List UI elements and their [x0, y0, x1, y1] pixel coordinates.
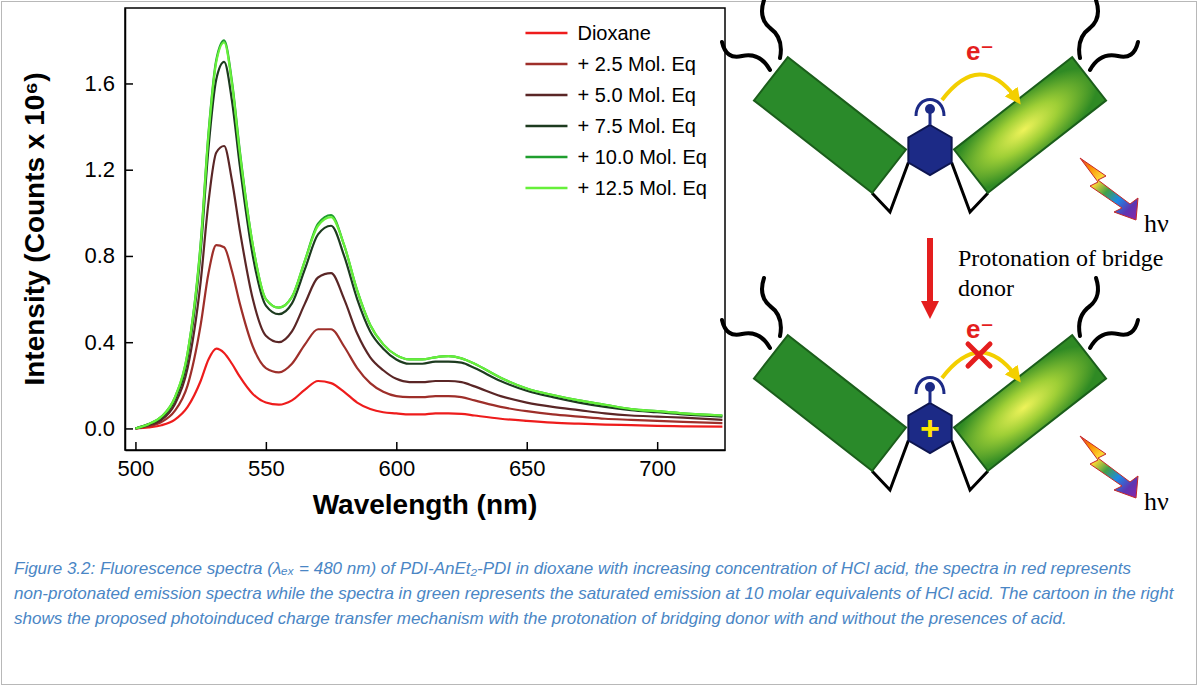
text-line: Figure 3.2: Fluorescence spectra (λₑₓ = … [14, 559, 1131, 578]
legend-label: + 2.5 Mol. Eq [577, 53, 695, 75]
y-axis-line [125, 9, 127, 451]
pdi-unit [754, 57, 906, 193]
legend-label: + 10.0 Mol. Eq [577, 146, 707, 168]
amine-nitrogen [925, 382, 935, 392]
x-tick-label: 550 [248, 456, 285, 481]
x-tick-label: 650 [509, 456, 546, 481]
spectrum-line [135, 42, 722, 428]
y-tick-mark [125, 256, 133, 258]
y-axis: 0.0 0.4 0.8 1.2 1.6 [84, 9, 133, 451]
y-tick-mark [125, 169, 133, 171]
x-tick: 500 [118, 442, 155, 481]
legend-swatch [525, 156, 567, 159]
legend-label: + 7.5 Mol. Eq [577, 115, 695, 137]
x-tick-mark [135, 442, 137, 450]
x-tick: 600 [378, 442, 415, 481]
y-tick-label: 0.0 [84, 416, 115, 441]
pdi-unit-excited [954, 335, 1106, 471]
x-tick-label: 500 [118, 456, 155, 481]
photon [1080, 436, 1138, 498]
y-tick-label: 0.4 [84, 330, 115, 355]
alkyl-chain [722, 278, 781, 348]
alkyl-chain [1079, 0, 1138, 70]
x-tick: 650 [509, 442, 546, 481]
alkyl-chain [1079, 278, 1138, 348]
blocked-cross [968, 344, 990, 366]
x-axis-title: Wavelength (nm) [313, 489, 538, 520]
legend-swatch [525, 187, 567, 190]
legend-item: + 5.0 Mol. Eq [525, 84, 695, 106]
photon-label: hν [1144, 487, 1169, 516]
text-line: Protonation of bridge [958, 245, 1163, 271]
electron-arrow [942, 74, 1016, 100]
legend-label: Dioxane [577, 22, 650, 44]
x-axis-line [126, 450, 726, 452]
electron-label: e⁻ [966, 36, 994, 66]
y-tick-mark [125, 83, 133, 85]
plot-lines [135, 40, 722, 428]
spectrum-line [135, 245, 722, 428]
text-line: shows the proposed photoinduced charge t… [14, 609, 1067, 628]
protonation-arrow [927, 238, 933, 310]
legend-swatch [525, 94, 567, 97]
y-tick-mark [125, 342, 133, 344]
legend-item: + 10.0 Mol. Eq [525, 146, 707, 168]
x-tick-mark [266, 442, 268, 450]
protonated-molecule: + e⁻ hν [722, 278, 1169, 516]
arrow-label: Protonation of bridge donor [958, 245, 1163, 301]
pdi-unit [754, 335, 906, 471]
legend-label: + 5.0 Mol. Eq [577, 84, 695, 106]
neutral-molecule: e⁻ hν [722, 0, 1169, 238]
x-tick-mark [526, 442, 528, 450]
text-line: donor [958, 275, 1014, 301]
legend-item: + 12.5 Mol. Eq [525, 177, 707, 199]
y-tick: 1.6 [84, 71, 133, 96]
figure-frame [2, 2, 1197, 685]
y-tick-label: 1.6 [84, 71, 115, 96]
donor-ring [908, 403, 951, 453]
y-tick-label: 0.8 [84, 243, 115, 268]
legend-swatch [525, 32, 567, 35]
amine-nitrogen [925, 104, 935, 114]
x-tick: 550 [248, 442, 285, 481]
charge-label: + [920, 409, 940, 447]
y-tick-mark [125, 428, 133, 430]
legend: Dioxane + 2.5 Mol. Eq + 5.0 Mol. Eq + 7.5 M… [525, 22, 707, 199]
y-tick: 0.8 [84, 243, 133, 268]
alkyl-chain [722, 0, 781, 70]
pdi-unit-excited [954, 57, 1106, 193]
x-tick-mark [657, 442, 659, 450]
y-tick-label: 1.2 [84, 157, 115, 182]
legend-label: + 12.5 Mol. Eq [577, 177, 707, 199]
y-tick: 0.4 [84, 330, 133, 355]
legend-swatch [525, 125, 567, 128]
ethyl-groups [916, 378, 944, 395]
spectrum-line [135, 62, 722, 429]
figure: 500 550 600 650 700 0.0 0.4 0.8 1.2 1.6 Wavelength… [0, 0, 1198, 686]
spectrum-line [135, 40, 722, 428]
x-tick-mark [396, 442, 398, 450]
ethyl-groups [916, 100, 944, 117]
x-tick-label: 600 [378, 456, 415, 481]
legend-item: Dioxane [525, 22, 650, 44]
legend-item: + 7.5 Mol. Eq [525, 115, 695, 137]
caption: Figure 3.2: Fluorescence spectra (λₑₓ = … [14, 559, 1175, 628]
photon-label: hν [1144, 209, 1169, 238]
spectrum-line [135, 146, 722, 428]
text-line: non-protonated emission spectra while th… [14, 584, 1175, 603]
y-tick: 0.0 [84, 416, 133, 441]
y-tick: 1.2 [84, 157, 133, 182]
electron-label: e⁻ [966, 314, 994, 344]
x-tick-label: 700 [639, 456, 676, 481]
legend-item: + 2.5 Mol. Eq [525, 53, 695, 75]
photon [1080, 158, 1138, 220]
legend-swatch [525, 63, 567, 66]
x-tick: 700 [639, 442, 676, 481]
plot-frame [125, 8, 725, 450]
x-axis: 500 550 600 650 700 [118, 442, 726, 481]
y-axis-title: Intensity (Counts x 10⁶) [19, 72, 50, 385]
donor-ring [908, 125, 951, 175]
